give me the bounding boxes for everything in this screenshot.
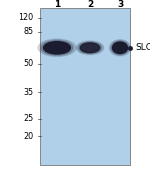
Text: 1: 1 (54, 0, 60, 9)
Bar (40, 8, 130, 165)
Text: 50: 50 (24, 59, 34, 68)
Ellipse shape (111, 41, 129, 55)
Text: 85: 85 (24, 27, 34, 36)
Text: 35: 35 (24, 88, 34, 96)
Text: 25: 25 (24, 114, 34, 123)
Ellipse shape (78, 42, 102, 54)
Ellipse shape (80, 43, 100, 53)
Text: 20: 20 (24, 132, 34, 141)
Ellipse shape (110, 40, 130, 56)
Text: SLC16A2: SLC16A2 (135, 43, 150, 52)
Ellipse shape (112, 42, 128, 53)
Text: 2: 2 (87, 0, 93, 9)
Ellipse shape (76, 41, 104, 55)
Text: 3: 3 (117, 0, 123, 9)
Ellipse shape (41, 40, 73, 55)
Text: 120: 120 (19, 13, 34, 22)
Ellipse shape (44, 42, 70, 54)
Ellipse shape (38, 39, 76, 56)
